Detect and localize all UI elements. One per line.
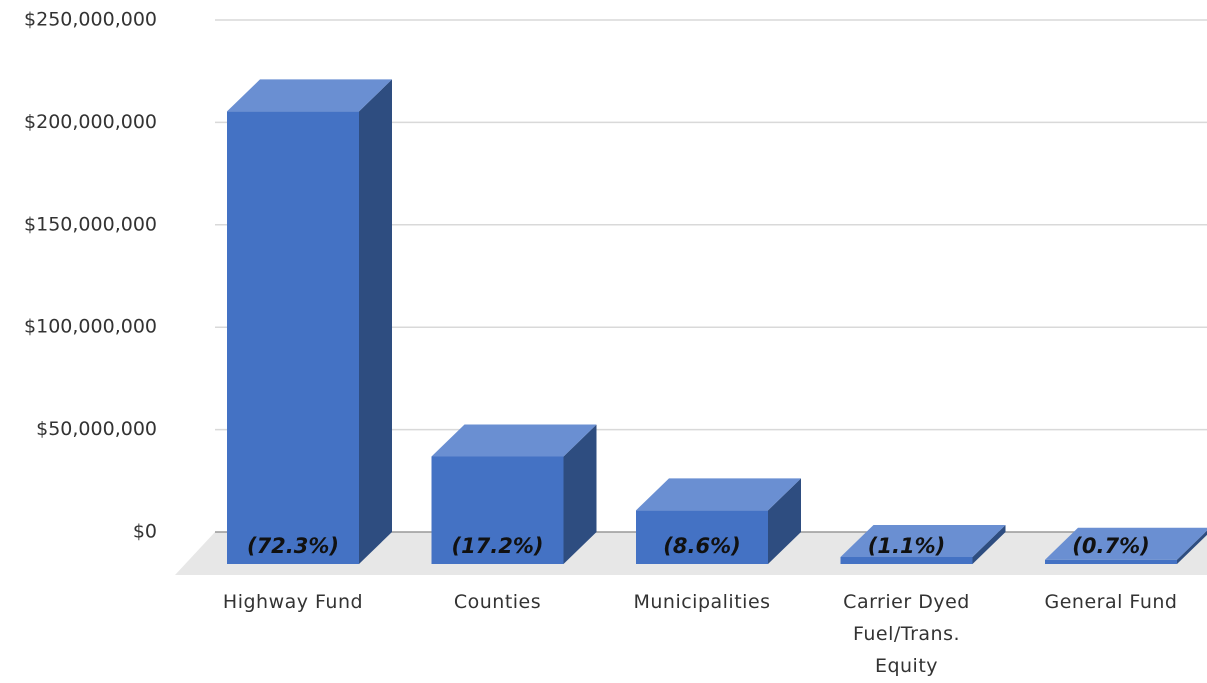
y-tick-label: $250,000,000 bbox=[24, 9, 157, 31]
bar-front bbox=[227, 111, 359, 564]
bar-top bbox=[840, 525, 1006, 558]
data-label: (1.1%) bbox=[868, 534, 945, 558]
bar-top bbox=[1045, 527, 1207, 560]
x-tick-label: Carrier Dyed Fuel/Trans. Equity bbox=[843, 591, 970, 677]
x-tick-label: Highway Fund bbox=[222, 591, 364, 613]
bar-side bbox=[563, 424, 597, 564]
data-label: (72.3%) bbox=[247, 534, 339, 558]
y-tick-label: $0 bbox=[133, 521, 157, 543]
x-tick-label: Municipalities bbox=[633, 591, 771, 613]
bar bbox=[636, 478, 801, 564]
x-tick-label: General Fund bbox=[1044, 591, 1178, 613]
bar-front bbox=[1045, 559, 1177, 564]
bar bbox=[431, 424, 597, 564]
bar bbox=[227, 79, 392, 564]
bar-side bbox=[972, 525, 1006, 564]
bar-top bbox=[227, 79, 392, 112]
x-tick-label: Counties bbox=[453, 591, 542, 613]
bar-side bbox=[1177, 530, 1207, 564]
bar bbox=[840, 525, 1006, 564]
data-label: (8.6%) bbox=[663, 534, 740, 558]
bar-front bbox=[840, 557, 973, 564]
bar bbox=[1045, 527, 1207, 564]
y-tick-label: $50,000,000 bbox=[36, 418, 157, 440]
y-tick-label: $150,000,000 bbox=[24, 213, 157, 235]
y-tick-label: $200,000,000 bbox=[24, 111, 157, 133]
bar-top bbox=[431, 424, 597, 457]
data-label: (0.7%) bbox=[1072, 534, 1149, 558]
bar-top bbox=[636, 478, 801, 511]
y-tick-label: $100,000,000 bbox=[24, 316, 157, 338]
bar-side bbox=[768, 478, 801, 564]
bar-front bbox=[431, 456, 564, 564]
bar-front bbox=[636, 510, 768, 564]
bar-side bbox=[359, 79, 392, 564]
data-label: (17.2%) bbox=[451, 534, 543, 558]
